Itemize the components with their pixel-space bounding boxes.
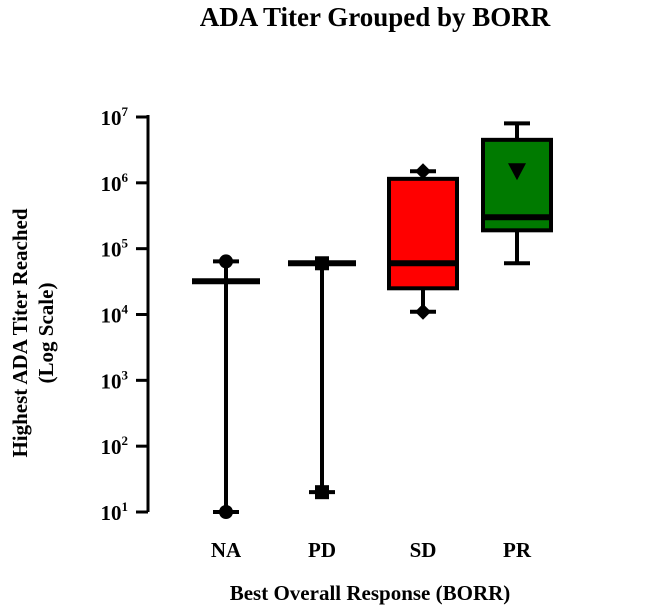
marker-max xyxy=(315,256,329,271)
box-pr xyxy=(481,121,553,266)
y-axis-label-line2: (Log Scale) xyxy=(34,283,58,384)
x-tick-label-pd: PD xyxy=(308,538,336,562)
y-tick-label: 104 xyxy=(101,302,129,328)
x-tick-label-na: NA xyxy=(211,538,242,562)
marker-max xyxy=(219,254,233,269)
y-tick-label: 106 xyxy=(101,170,129,196)
marker-min xyxy=(219,505,233,519)
x-axis-ticks: NA PD SD PR xyxy=(211,538,532,562)
chart-title: ADA Titer Grouped by BORR xyxy=(200,2,551,32)
marker-min xyxy=(315,485,329,500)
y-tick-label: 102 xyxy=(101,433,129,459)
box-iqr xyxy=(387,176,459,291)
y-tick-label: 105 xyxy=(101,236,129,262)
y-axis-label-line1: Highest ADA Titer Reached xyxy=(8,208,32,457)
box-sd xyxy=(387,163,459,320)
y-tick-label: 101 xyxy=(101,499,129,525)
y-tick-label: 107 xyxy=(101,104,129,130)
x-tick-label-sd: SD xyxy=(410,538,437,562)
box-pd xyxy=(288,256,356,500)
box-na xyxy=(192,254,260,519)
box-series xyxy=(192,121,553,519)
y-tick-label: 103 xyxy=(101,367,129,393)
marker-triangle xyxy=(508,163,526,181)
marker-max xyxy=(415,163,431,180)
marker-min xyxy=(415,303,431,320)
x-axis-label: Best Overall Response (BORR) xyxy=(230,581,511,605)
x-tick-label-pr: PR xyxy=(503,538,532,562)
y-axis-ticks: 101 102 103 104 105 106 107 xyxy=(101,104,148,525)
